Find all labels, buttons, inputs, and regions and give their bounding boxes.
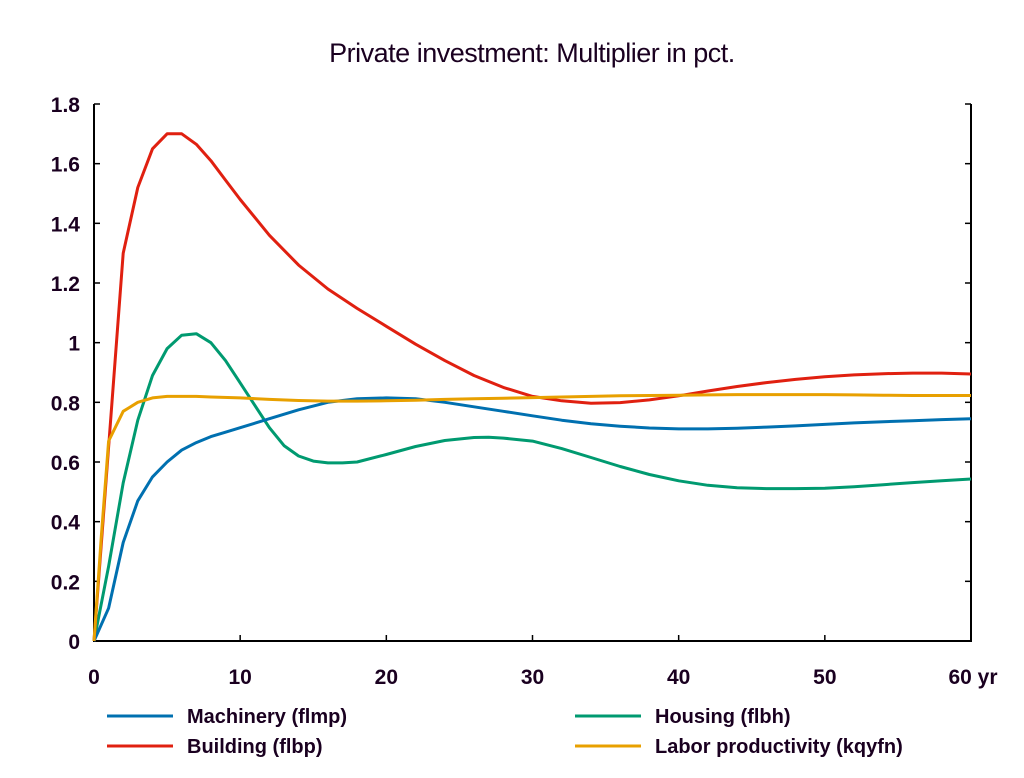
y-tick-label: 1.8 xyxy=(51,94,81,117)
y-tick-label: 0.8 xyxy=(51,392,81,415)
legend-item: Labor productivity (kqyfn) xyxy=(575,736,903,758)
legend-label: Housing (flbh) xyxy=(655,706,791,728)
y-tick-label: 1.6 xyxy=(51,154,80,177)
y-tick-label: 0.2 xyxy=(51,571,80,594)
legend-item: Machinery (flmp) xyxy=(107,706,347,728)
x-tick-label: 40 xyxy=(667,666,690,689)
axes xyxy=(93,104,972,642)
legend-item: Housing (flbh) xyxy=(575,706,791,728)
legend-label: Machinery (flmp) xyxy=(187,706,347,728)
series-group xyxy=(92,132,972,642)
x-tick-label: 20 xyxy=(375,666,398,689)
legend-label: Labor productivity (kqyfn) xyxy=(655,736,903,758)
series-line-housing-flbh xyxy=(92,332,972,642)
y-tick-label: 1 xyxy=(68,333,80,356)
y-tick-label: 1.2 xyxy=(51,273,80,296)
x-tick-label: 60 yr xyxy=(948,666,997,689)
x-tick-label: 30 xyxy=(521,666,544,689)
series-line-building-flbp xyxy=(92,132,972,642)
x-tick-label: 50 xyxy=(813,666,836,689)
x-tick-label: 0 xyxy=(88,666,100,689)
series-line-labor-productivity-kqyfn xyxy=(92,393,971,642)
legend: Machinery (flmp) Building (flbp) Housing (… xyxy=(107,706,903,758)
y-tick-label: 1.4 xyxy=(51,213,81,236)
y-tick-label: 0 xyxy=(68,631,80,654)
legend-item: Building (flbp) xyxy=(107,736,323,758)
legend-label: Building (flbp) xyxy=(187,736,323,758)
y-tick-label: 0.6 xyxy=(51,452,80,475)
tick-marks xyxy=(94,103,971,641)
series-line-machinery-flmp xyxy=(92,396,972,642)
chart-title: Private investment: Multiplier in pct. xyxy=(329,38,735,68)
tick-labels: 0 0.2 0.4 0.6 0.8 1 1.2 1.4 1.6 1.8 0 10 20 30 40 50 60 … xyxy=(51,94,998,689)
y-tick-label: 0.4 xyxy=(51,512,81,535)
x-tick-label: 10 xyxy=(228,666,251,689)
